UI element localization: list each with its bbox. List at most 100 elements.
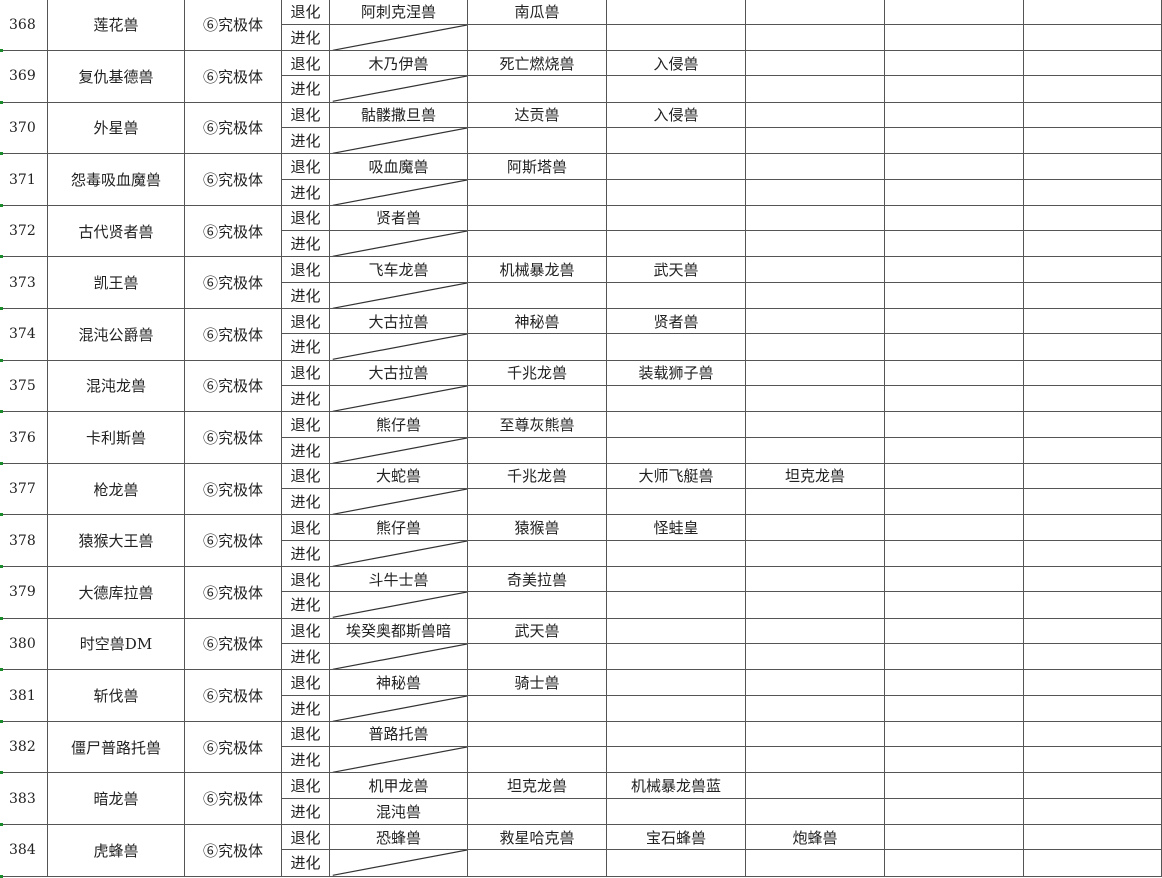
evolve-cell[interactable] <box>1024 179 1162 205</box>
monster-name-cell[interactable]: 时空兽DM <box>48 618 185 670</box>
evolve-cell[interactable] <box>885 282 1024 308</box>
devolve-cell[interactable] <box>746 51 885 76</box>
monster-name-cell[interactable]: 卡利斯兽 <box>48 412 185 463</box>
stage-cell[interactable]: ⑥究极体 <box>185 309 282 360</box>
devolve-cell[interactable] <box>1024 0 1162 24</box>
devolve-cell[interactable]: 熊仔兽 <box>330 412 468 437</box>
evolve-cell[interactable] <box>1024 643 1162 670</box>
evolve-cell[interactable] <box>330 385 468 412</box>
devolve-cell[interactable]: 武天兽 <box>607 257 746 282</box>
row-number-cell[interactable]: 370 <box>0 102 48 154</box>
devolve-cell[interactable]: 装载狮子兽 <box>607 360 746 385</box>
row-number-cell[interactable]: 368 <box>0 0 48 50</box>
stage-cell[interactable]: ⑥究极体 <box>185 670 282 721</box>
devolve-cell[interactable]: 吸血魔兽 <box>330 154 468 179</box>
evolve-cell[interactable] <box>1024 540 1162 566</box>
evolve-cell[interactable] <box>746 850 885 876</box>
row-number-cell[interactable]: 382 <box>0 721 48 773</box>
devolve-cell[interactable] <box>746 360 885 385</box>
devolve-cell[interactable]: 恐蜂兽 <box>330 825 468 850</box>
devolve-cell[interactable] <box>885 721 1024 747</box>
monster-name-cell[interactable]: 复仇基德兽 <box>48 51 185 102</box>
evolve-cell[interactable] <box>607 282 746 308</box>
evolve-cell[interactable] <box>1024 695 1162 721</box>
stage-cell[interactable]: ⑥究极体 <box>185 0 282 50</box>
stage-cell[interactable]: ⑥究极体 <box>185 205 282 257</box>
devolve-cell[interactable]: 机械暴龙兽 <box>468 257 607 282</box>
evolve-cell[interactable] <box>746 282 885 308</box>
devolve-cell[interactable]: 千兆龙兽 <box>468 463 607 489</box>
devolve-cell[interactable]: 南瓜兽 <box>468 0 607 24</box>
devolve-cell[interactable] <box>885 51 1024 76</box>
devolve-cell[interactable]: 贤者兽 <box>607 309 746 334</box>
evolve-cell[interactable] <box>746 592 885 618</box>
devolve-cell[interactable] <box>885 773 1024 798</box>
devolve-cell[interactable] <box>1024 205 1162 231</box>
devolve-cell[interactable] <box>885 618 1024 643</box>
devolve-cell[interactable] <box>746 412 885 437</box>
evolve-cell[interactable] <box>1024 489 1162 515</box>
monster-name-cell[interactable]: 大德库拉兽 <box>48 567 185 618</box>
row-number-cell[interactable]: 371 <box>0 154 48 205</box>
devolve-cell[interactable]: 炮蜂兽 <box>746 825 885 850</box>
evolve-cell[interactable] <box>330 76 468 102</box>
row-number-cell[interactable]: 379 <box>0 567 48 618</box>
devolve-cell[interactable] <box>885 670 1024 695</box>
devolve-cell[interactable] <box>1024 51 1162 76</box>
devolve-cell[interactable] <box>746 205 885 231</box>
devolve-cell[interactable] <box>746 618 885 643</box>
evolve-cell[interactable] <box>607 179 746 205</box>
devolve-cell[interactable] <box>1024 567 1162 592</box>
devolve-cell[interactable]: 神秘兽 <box>468 309 607 334</box>
devolve-cell[interactable] <box>607 205 746 231</box>
evolve-cell[interactable] <box>746 231 885 257</box>
evolve-cell[interactable] <box>468 76 607 102</box>
evolve-cell[interactable] <box>330 643 468 670</box>
devolve-cell[interactable]: 坦克龙兽 <box>468 773 607 798</box>
stage-cell[interactable]: ⑥究极体 <box>185 102 282 154</box>
evolve-cell[interactable] <box>746 540 885 566</box>
devolve-cell[interactable] <box>746 773 885 798</box>
monster-name-cell[interactable]: 怨毒吸血魔兽 <box>48 154 185 205</box>
evolve-cell[interactable] <box>607 850 746 876</box>
devolve-cell[interactable] <box>885 257 1024 282</box>
evolve-cell[interactable] <box>330 24 468 50</box>
evolve-cell[interactable] <box>468 592 607 618</box>
row-number-cell[interactable]: 369 <box>0 51 48 102</box>
devolve-cell[interactable]: 大古拉兽 <box>330 360 468 385</box>
monster-name-cell[interactable]: 混沌龙兽 <box>48 360 185 412</box>
evolve-cell[interactable] <box>746 127 885 154</box>
evolve-cell[interactable] <box>607 24 746 50</box>
evolve-cell[interactable] <box>885 127 1024 154</box>
evolve-cell[interactable] <box>885 179 1024 205</box>
row-number-cell[interactable]: 380 <box>0 618 48 670</box>
devolve-cell[interactable]: 普路托兽 <box>330 721 468 747</box>
row-number-cell[interactable]: 374 <box>0 309 48 360</box>
evolve-cell[interactable] <box>607 231 746 257</box>
evolve-cell[interactable] <box>1024 747 1162 773</box>
evolve-cell[interactable] <box>607 385 746 412</box>
devolve-cell[interactable] <box>885 825 1024 850</box>
evolve-cell[interactable] <box>1024 282 1162 308</box>
evolve-cell[interactable] <box>468 24 607 50</box>
row-number-cell[interactable]: 376 <box>0 412 48 463</box>
evolve-cell[interactable] <box>607 127 746 154</box>
devolve-cell[interactable] <box>746 154 885 179</box>
devolve-cell[interactable] <box>1024 773 1162 798</box>
devolve-cell[interactable] <box>746 721 885 747</box>
devolve-cell[interactable] <box>1024 515 1162 540</box>
devolve-cell[interactable]: 猿猴兽 <box>468 515 607 540</box>
devolve-cell[interactable]: 达贡兽 <box>468 102 607 127</box>
devolve-cell[interactable] <box>607 721 746 747</box>
devolve-cell[interactable] <box>885 360 1024 385</box>
devolve-cell[interactable] <box>746 567 885 592</box>
evolve-cell[interactable] <box>1024 24 1162 50</box>
evolve-cell[interactable] <box>885 385 1024 412</box>
evolve-cell[interactable] <box>885 334 1024 360</box>
devolve-cell[interactable]: 骷髅撒旦兽 <box>330 102 468 127</box>
evolve-cell[interactable] <box>607 540 746 566</box>
evolve-cell[interactable] <box>746 437 885 463</box>
evolve-cell[interactable] <box>468 231 607 257</box>
evolve-cell[interactable] <box>330 231 468 257</box>
devolve-cell[interactable]: 千兆龙兽 <box>468 360 607 385</box>
